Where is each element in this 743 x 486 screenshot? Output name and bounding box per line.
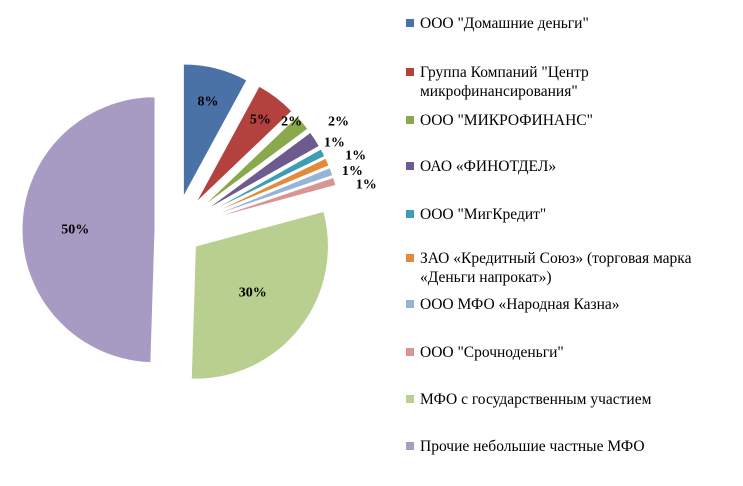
slice-data-label: 30% [239, 285, 267, 300]
legend-swatch [406, 395, 414, 403]
pie-slices [21, 63, 337, 380]
legend-swatch [406, 348, 414, 356]
pie-slice [207, 176, 337, 221]
slice-data-label: 1% [324, 136, 345, 151]
slice-data-label: 1% [356, 178, 377, 193]
slice-data-label: 2% [281, 115, 302, 130]
slice-data-label: 50% [61, 222, 89, 237]
pie-slice [21, 96, 156, 364]
legend-item: Группа Компаний "Центр микрофинансирован… [404, 63, 739, 101]
slice-data-label: 8% [197, 94, 218, 109]
legend-swatch [406, 116, 414, 124]
pie-chart: 8%5% 2% 2%1%1%1%1%30%50% [21, 63, 377, 380]
slice-data-label: 2% [328, 114, 349, 129]
legend-item: ООО "МигКредит" [404, 205, 739, 224]
legend-swatch [406, 162, 414, 170]
legend-label: ОАО «ФИНОТДЕЛ» [420, 158, 557, 175]
slice-data-label: 1% [342, 164, 363, 179]
legend-swatch [406, 210, 414, 218]
pie-slice [200, 115, 309, 209]
pie-slice [182, 63, 248, 198]
legend-label: Прочие небольшие частные МФО [420, 438, 645, 455]
legend-item: ООО "Срочноденьги" [404, 343, 739, 362]
legend-label: Группа Компаний "Центр микрофинансирован… [420, 64, 589, 100]
pie-slice [205, 157, 330, 217]
slice-data-label: 5% [250, 113, 271, 128]
pie-slice [190, 210, 329, 380]
pie-slice [204, 148, 326, 215]
legend-swatch [406, 19, 414, 27]
legend-item: ОАО «ФИНОТДЕЛ» [404, 157, 739, 176]
legend-label: ООО МФО «Народная Казна» [420, 296, 620, 313]
legend-swatch [406, 68, 414, 76]
legend-label: ЗАО «Кредитный Союз» (торговая марка «Де… [420, 250, 692, 286]
legend-label: МФО с государственным участием [420, 391, 652, 408]
pie-slice [203, 131, 321, 212]
pie-slice [206, 167, 334, 219]
legend-label: ООО "Домашние деньги" [420, 15, 589, 32]
legend-swatch [406, 254, 414, 262]
legend-item: ООО МФО «Народная Казна» [404, 295, 739, 314]
legend-label: ООО "МИКРОФИНАНС" [420, 112, 593, 129]
legend-label: ООО "МигКредит" [420, 206, 547, 223]
legend-label: ООО "Срочноденьги" [420, 344, 564, 361]
legend-swatch [406, 300, 414, 308]
legend-item: ЗАО «Кредитный Союз» (торговая марка «Де… [404, 249, 739, 287]
legend-item: ООО "МИКРОФИНАНС" [404, 111, 739, 130]
pie-slice [195, 85, 293, 204]
legend-item: Прочие небольшие частные МФО [404, 437, 739, 456]
legend-item: МФО с государственным участием [404, 390, 739, 409]
legend-swatch [406, 442, 414, 450]
legend: ООО "Домашние деньги" Группа Компаний "Це… [404, 0, 743, 486]
pie-labels: 8%5% 2% 2%1%1%1%1%30%50% [61, 94, 376, 300]
legend-item: ООО "Домашние деньги" [404, 14, 739, 33]
slice-data-label: 1% [345, 148, 366, 163]
